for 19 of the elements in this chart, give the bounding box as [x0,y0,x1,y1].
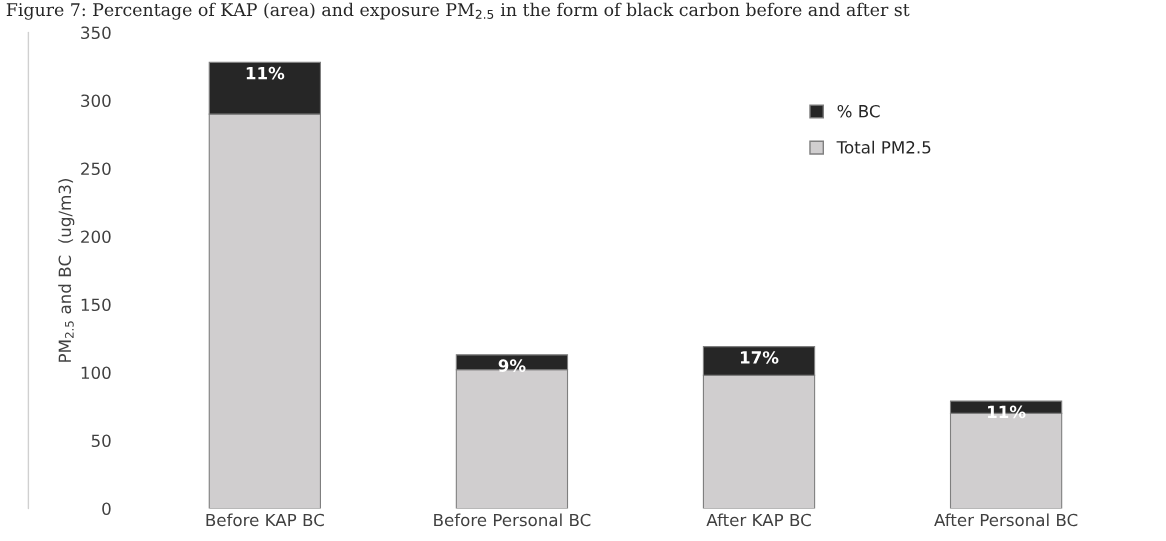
annotation: 17% [740,351,779,364]
y-tick-label: 250 [81,162,111,176]
y-tick-label: 150 [81,298,111,312]
y-tick-label: 350 [81,26,111,40]
x-tick-label: After Personal BC [934,513,1078,527]
y-tick-label: 0 [102,502,111,516]
annotation: 11% [246,66,285,80]
chart-title: Figure 7: Percentage of KAP (area) and exposure PM$_{2.5}$ in the form of black carbon before and after st [6,2,910,20]
x-tick-label: Before Personal BC [434,513,591,527]
y-tick-label: 300 [81,94,111,108]
x-tick-label: After KAP BC [706,513,811,527]
annotation: 9% [498,359,526,372]
y-tick-label: 50 [91,434,111,448]
x-tick-label: Before KAP BC [206,513,324,527]
y-tick-label: 200 [81,230,111,244]
y-tick-label: 100 [81,366,111,380]
y-axis-title: PM$_{2.5}$ and BC (ug/m3) [58,179,75,362]
legend-label: % BC [837,104,880,118]
legend-label: Total PM2.5 [836,140,931,154]
